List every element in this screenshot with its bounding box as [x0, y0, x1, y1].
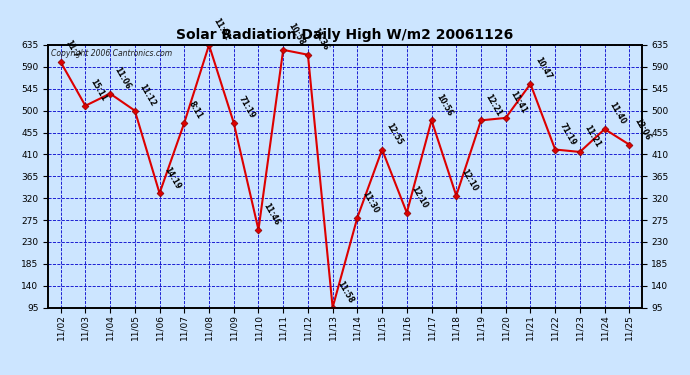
Text: 11:51: 11:51: [212, 17, 232, 42]
Text: 8:11: 8:11: [187, 99, 204, 120]
Text: 11:36: 11:36: [310, 27, 331, 52]
Text: 14:19: 14:19: [162, 165, 182, 190]
Text: 12:10: 12:10: [459, 168, 479, 193]
Text: 11:30: 11:30: [360, 189, 380, 215]
Text: 12:06: 12:06: [632, 117, 652, 142]
Text: 71:19: 71:19: [558, 121, 578, 147]
Text: 10:56: 10:56: [434, 92, 454, 118]
Text: 12:10: 12:10: [410, 184, 429, 210]
Text: 10:58: 10:58: [286, 22, 306, 47]
Text: 10:47: 10:47: [533, 56, 553, 81]
Text: 11:21: 11:21: [582, 124, 602, 149]
Text: 11:7: 11:7: [63, 38, 81, 59]
Title: Solar Radiation Daily High W/m2 20061126: Solar Radiation Daily High W/m2 20061126: [177, 28, 513, 42]
Text: 15:11: 15:11: [88, 78, 108, 103]
Text: 11:12: 11:12: [137, 82, 157, 108]
Text: 71:19: 71:19: [237, 94, 257, 120]
Text: 11:06: 11:06: [113, 66, 132, 91]
Text: 12:21: 12:21: [484, 92, 504, 118]
Text: 12:55: 12:55: [385, 122, 404, 147]
Text: Copyright 2006 Cantronics.com: Copyright 2006 Cantronics.com: [51, 49, 172, 58]
Text: 11:58: 11:58: [335, 279, 355, 305]
Text: 11:46: 11:46: [262, 201, 281, 227]
Text: 11:40: 11:40: [607, 101, 627, 126]
Text: 11:41: 11:41: [509, 90, 529, 115]
